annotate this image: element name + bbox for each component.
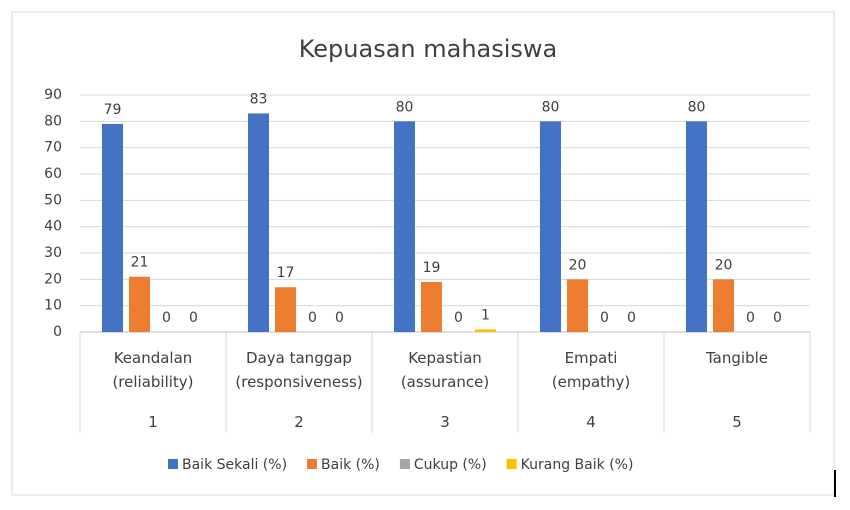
data-label: 80 <box>688 99 706 115</box>
legend-swatch <box>307 459 318 469</box>
y-tick-label: 10 <box>44 298 62 314</box>
data-label: 0 <box>308 310 317 326</box>
data-label: 0 <box>162 310 171 326</box>
x-tick-label: Daya tanggap (responsiveness) <box>235 349 363 391</box>
data-label: 0 <box>773 310 782 326</box>
x-group-label: 4 <box>586 413 596 431</box>
data-label: 0 <box>627 310 636 326</box>
x-tick-label: Tangible <box>706 349 768 367</box>
bar <box>686 121 707 332</box>
bar <box>394 121 415 332</box>
data-label: 17 <box>277 265 295 281</box>
legend-swatch <box>506 459 517 469</box>
legend-swatch <box>399 459 410 469</box>
data-label: 80 <box>396 99 414 115</box>
data-label: 1 <box>481 307 490 323</box>
y-tick-label: 90 <box>44 87 62 103</box>
data-label: 20 <box>569 257 587 273</box>
data-label: 0 <box>746 310 755 326</box>
bar <box>713 279 734 332</box>
bar <box>540 121 561 332</box>
x-group-label: 5 <box>732 413 742 431</box>
legend-swatch <box>168 459 178 469</box>
chart-title: Kepuasan mahasiswa <box>299 35 558 63</box>
x-group-label: 1 <box>148 413 158 431</box>
x-tick-label: Empati (empathy) <box>551 349 631 391</box>
y-tick-label: 60 <box>44 166 62 182</box>
y-tick-label: 40 <box>44 219 62 235</box>
legend-label: Baik (%) <box>321 457 380 473</box>
data-label: 20 <box>715 257 733 273</box>
bar <box>248 113 269 332</box>
data-label: 83 <box>250 91 268 107</box>
data-label: 0 <box>189 310 198 326</box>
legend-label: Baik Sekali (%) <box>182 457 287 473</box>
x-group-label: 2 <box>294 413 304 431</box>
x-group-label: 3 <box>440 413 450 431</box>
y-tick-label: 80 <box>44 113 62 129</box>
y-tick-label: 20 <box>44 271 62 287</box>
bar <box>275 287 296 332</box>
x-tick-label: Kepastian (assurance) <box>400 349 490 391</box>
bar <box>567 279 588 332</box>
bar <box>129 276 150 332</box>
y-tick-label: 50 <box>44 192 62 208</box>
y-tick-label: 0 <box>53 324 62 340</box>
y-tick-label: 70 <box>44 140 62 156</box>
legend-label: Kurang Baik (%) <box>521 457 634 473</box>
data-label: 19 <box>423 260 441 276</box>
data-label: 21 <box>131 255 149 271</box>
y-tick-label: 30 <box>44 245 62 261</box>
data-label: 0 <box>600 310 609 326</box>
data-label: 79 <box>104 102 122 118</box>
data-label: 0 <box>335 310 344 326</box>
legend-label: Cukup (%) <box>414 457 487 473</box>
data-label: 0 <box>454 310 463 326</box>
bar <box>475 329 496 332</box>
bar <box>102 123 123 332</box>
bar <box>421 281 442 332</box>
data-label: 80 <box>542 99 560 115</box>
x-tick-label: Keandalan (reliability) <box>112 349 194 391</box>
